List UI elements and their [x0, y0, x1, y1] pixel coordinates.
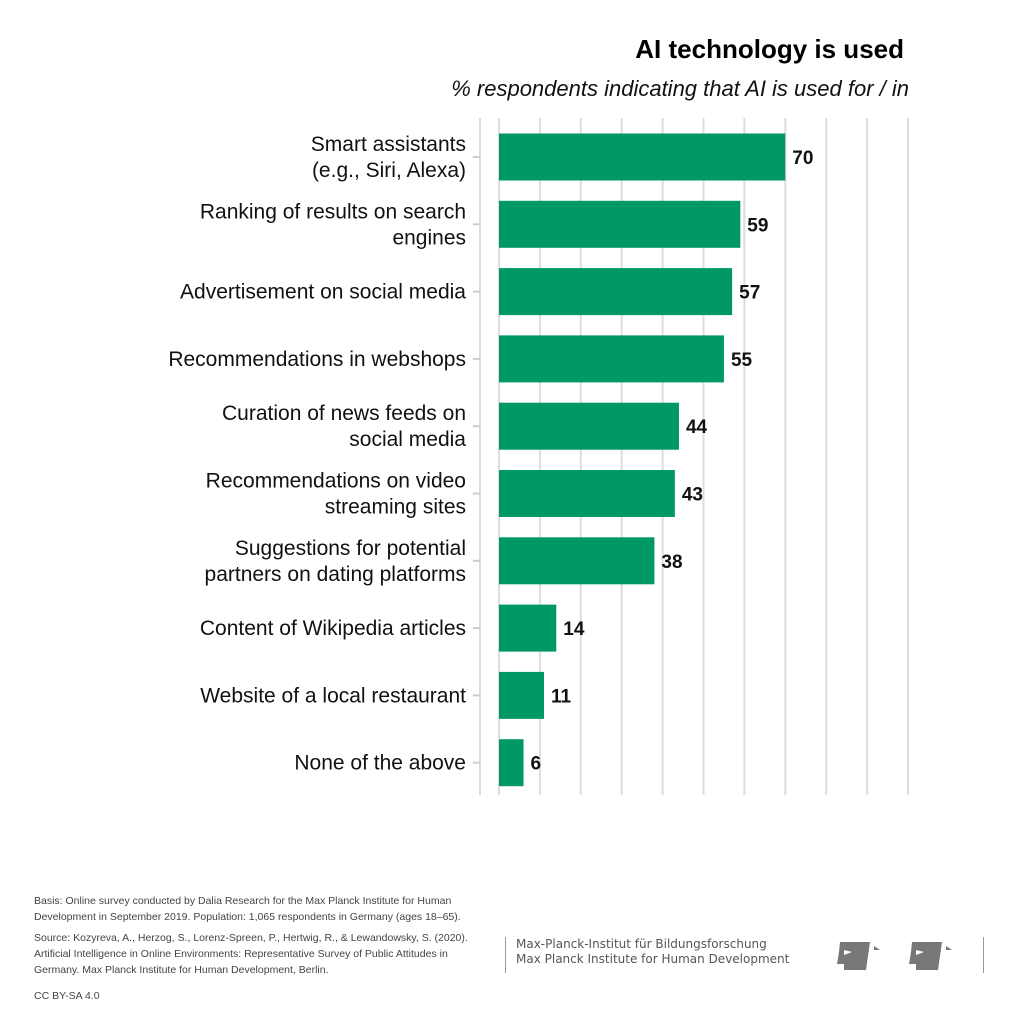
mpg-logo-icon [837, 942, 880, 970]
footer-source: Source: Kozyreva, A., Herzog, S., Lorenz… [34, 932, 468, 976]
category-label: Advertisement on social media [180, 281, 466, 304]
data-label: 44 [686, 417, 708, 438]
category-label: Suggestions for potential partners on dat… [205, 537, 466, 586]
bar [499, 537, 655, 585]
institute-name-de: Max-Planck-Institut für Bildungsforschun… [516, 937, 767, 951]
bar [499, 200, 741, 248]
bar [499, 133, 786, 181]
bar [499, 470, 675, 517]
chart-title: AI technology is used [635, 34, 904, 64]
data-label: 38 [661, 552, 682, 573]
category-label: Ranking of results on search engines [200, 200, 466, 249]
divider [983, 937, 984, 973]
data-label: 59 [747, 215, 768, 236]
bar [499, 268, 733, 316]
bar-chart: Smart assistants (e.g., Siri, Alexa) 70 Ran… [168, 118, 909, 795]
category-label: Website of a local restaurant [200, 684, 466, 707]
category-label: Content of Wikipedia articles [200, 617, 466, 640]
data-label: 6 [531, 754, 542, 775]
category-label: None of the above [294, 752, 466, 775]
category-label: Recommendations in webshops [168, 348, 466, 371]
data-label: 11 [551, 686, 572, 707]
category-label: Curation of news feeds on social media [222, 402, 466, 451]
data-label: 55 [731, 350, 753, 371]
bar [499, 604, 557, 652]
category-label: Smart assistants (e.g., Siri, Alexa) [311, 133, 466, 182]
bar [499, 402, 679, 450]
footer-basis: Basis: Online survey conducted by Dalia … [34, 895, 461, 923]
bar [499, 739, 524, 787]
data-label: 43 [682, 485, 703, 506]
bar [499, 671, 544, 719]
data-label: 70 [792, 148, 813, 169]
footer-license: CC BY-SA 4.0 [34, 990, 100, 1002]
bar [499, 335, 724, 383]
chart-subtitle: % respondents indicating that AI is used… [451, 76, 909, 101]
institute-name-en: Max Planck Institute for Human Developme… [516, 952, 790, 966]
mpg-logo-icon [909, 942, 952, 970]
data-label: 57 [739, 283, 760, 304]
data-label: 14 [563, 619, 585, 640]
institute-name: Max-Planck-Institut für Bildungsforschun… [505, 937, 789, 973]
category-label: Recommendations on video streaming sites [206, 470, 466, 519]
